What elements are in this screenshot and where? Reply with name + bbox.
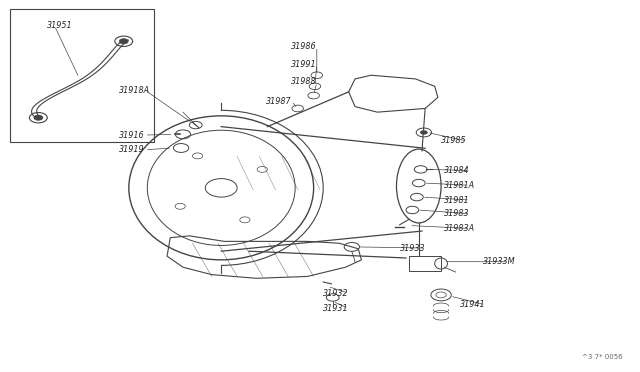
Text: 31916: 31916 (119, 131, 145, 140)
Text: 31918A: 31918A (119, 86, 150, 94)
Text: 31991: 31991 (291, 60, 317, 69)
Text: 31986: 31986 (291, 42, 317, 51)
Text: 31984: 31984 (444, 166, 470, 175)
Text: 31981A: 31981A (444, 181, 476, 190)
Text: 31983A: 31983A (444, 224, 476, 233)
Text: 31985: 31985 (441, 137, 467, 145)
Text: 31932: 31932 (323, 289, 349, 298)
Text: 31983: 31983 (444, 209, 470, 218)
Text: 31931: 31931 (323, 304, 349, 313)
Text: ^3 7* 0056: ^3 7* 0056 (582, 353, 623, 359)
Text: 31933M: 31933M (483, 257, 515, 266)
Text: 31919: 31919 (119, 145, 145, 154)
Text: 31941: 31941 (460, 300, 486, 310)
Text: 31988: 31988 (291, 77, 317, 86)
Text: 31951: 31951 (47, 21, 73, 30)
Circle shape (420, 130, 428, 135)
Text: 31933: 31933 (399, 244, 425, 253)
Bar (409, 256, 441, 271)
Text: 31987: 31987 (266, 97, 291, 106)
Bar (10, 9, 154, 142)
Text: 31981: 31981 (444, 196, 470, 205)
Circle shape (34, 115, 43, 120)
Circle shape (119, 39, 128, 44)
